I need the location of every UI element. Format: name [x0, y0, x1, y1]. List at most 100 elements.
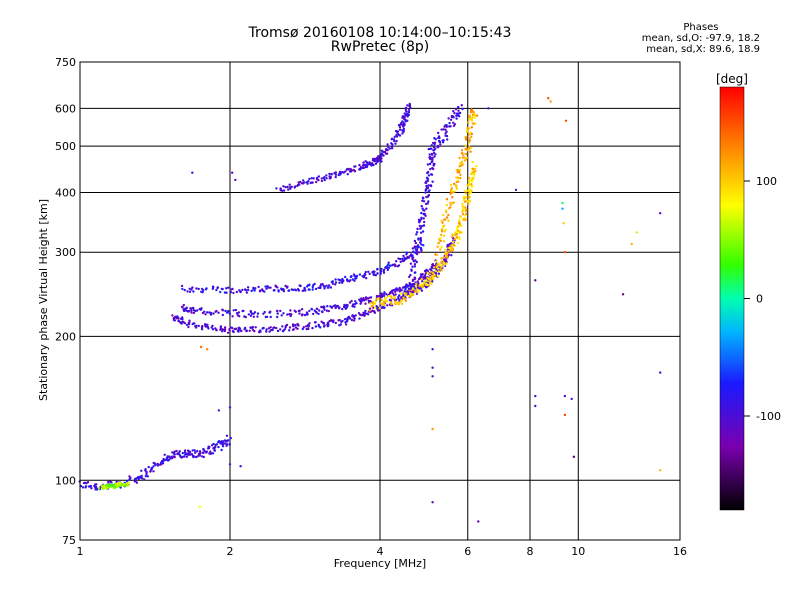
echo-point — [450, 235, 454, 238]
echo-point — [349, 275, 353, 279]
echo-point — [424, 280, 427, 283]
echo-point — [191, 286, 194, 289]
echo-point — [338, 306, 341, 309]
echo-point — [446, 216, 449, 219]
echo-point — [430, 152, 434, 156]
echo-point — [408, 108, 411, 111]
echo-point — [187, 323, 191, 326]
echo-point — [561, 207, 564, 210]
echo-point — [417, 251, 421, 254]
echo-point — [191, 322, 194, 326]
echo-point — [424, 188, 427, 192]
echo-point — [308, 309, 311, 313]
echo-point — [408, 281, 411, 285]
echo-point — [380, 149, 384, 152]
echo-point — [322, 284, 325, 287]
echo-point — [422, 285, 425, 288]
echo-point — [621, 293, 625, 296]
echo-point — [282, 185, 285, 188]
echo-point — [431, 375, 434, 378]
echo-point — [101, 487, 105, 490]
echo-point — [458, 219, 461, 222]
echo-point — [420, 216, 423, 219]
echo-point — [383, 300, 387, 304]
echo-point — [395, 139, 398, 143]
echo-point — [659, 371, 662, 374]
echo-point — [198, 505, 202, 508]
echo-point — [273, 289, 276, 292]
echo-point — [398, 128, 402, 131]
echo-point — [305, 181, 308, 184]
echo-point — [464, 144, 467, 147]
echo-point — [402, 125, 405, 128]
echo-point — [265, 315, 269, 319]
echo-point — [460, 224, 463, 227]
echo-point — [143, 478, 146, 481]
echo-point — [364, 270, 367, 274]
echo-point — [118, 482, 122, 485]
echo-point — [116, 482, 119, 485]
phase-stats-o: mean, sd,O: -97.9, 18.2 — [641, 33, 760, 44]
echo-point — [474, 122, 477, 126]
echo-point — [422, 281, 426, 284]
echo-point — [325, 177, 328, 180]
echo-point — [299, 180, 302, 184]
echo-point — [352, 273, 356, 276]
echo-point — [354, 314, 357, 317]
echo-point — [452, 121, 455, 125]
echo-point — [431, 158, 434, 161]
echo-point — [209, 311, 213, 315]
echo-point — [487, 107, 490, 110]
echo-point — [317, 175, 320, 178]
echo-point — [402, 121, 405, 125]
echo-point — [204, 323, 207, 326]
echo-point — [400, 299, 403, 302]
echo-point — [247, 288, 250, 292]
echo-point — [420, 248, 423, 252]
echo-point — [458, 156, 461, 160]
echo-point — [246, 286, 250, 289]
echo-point — [386, 263, 390, 266]
echo-point — [344, 323, 348, 326]
echo-point — [250, 289, 253, 293]
echo-point — [440, 245, 443, 249]
echo-point — [185, 323, 189, 326]
echo-point — [282, 189, 286, 192]
echo-point — [635, 231, 638, 234]
echo-point — [315, 176, 319, 180]
echo-point — [437, 262, 441, 266]
echo-point — [223, 328, 226, 331]
echo-point — [426, 171, 429, 175]
echo-point — [434, 270, 438, 273]
echo-point — [344, 170, 347, 173]
echo-point — [465, 147, 468, 150]
echo-point — [248, 329, 251, 332]
echo-point — [98, 487, 101, 490]
echo-point — [453, 238, 456, 241]
echo-point — [394, 142, 397, 145]
echo-point — [288, 329, 291, 332]
echo-point — [429, 184, 432, 187]
echo-point — [259, 330, 262, 333]
echo-point — [269, 315, 272, 319]
echo-point — [129, 476, 132, 480]
echo-point — [200, 326, 204, 329]
echo-point — [171, 456, 174, 459]
echo-point — [380, 152, 384, 155]
echo-point — [415, 233, 418, 236]
echo-point — [213, 449, 216, 452]
echo-point — [345, 320, 349, 323]
echo-point — [219, 328, 222, 331]
echo-point — [284, 324, 288, 328]
echo-point — [459, 216, 462, 219]
echo-point — [173, 319, 177, 322]
echo-point — [461, 205, 465, 208]
echo-point — [369, 302, 372, 305]
echo-point — [221, 330, 224, 333]
echo-point — [428, 162, 432, 166]
echo-point — [205, 311, 209, 314]
echo-point — [449, 203, 453, 206]
echo-point — [446, 251, 449, 255]
echo-point — [245, 329, 248, 332]
